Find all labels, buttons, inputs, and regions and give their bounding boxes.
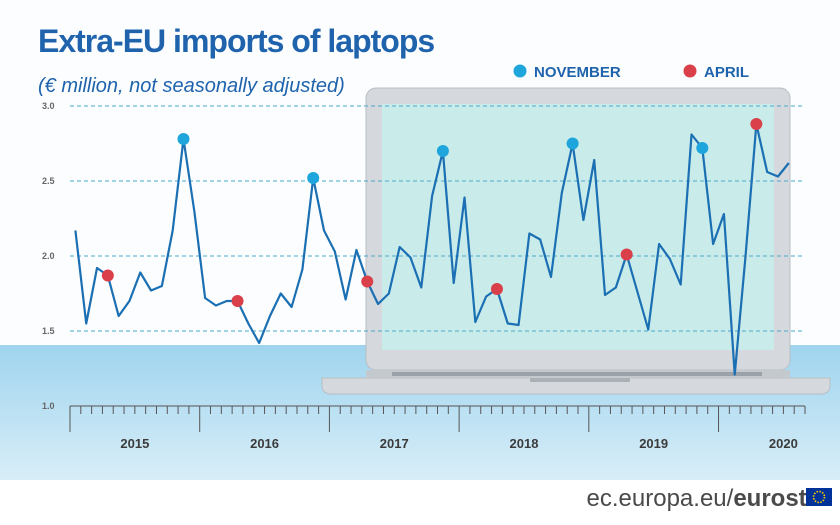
plot: 1.0 1.5 2.0 2.5 3.0 2015 2016 2017 2018 2019 2020 (42, 101, 806, 451)
legend: NOVEMBER APRIL (513, 64, 749, 81)
highlight-dot (750, 118, 763, 130)
x-tick-label: 2016 (250, 436, 279, 451)
y-tick-label: 2.0 (42, 251, 55, 261)
highlight-dot (490, 283, 503, 295)
chart-title: Extra-EU imports of laptops (38, 23, 434, 59)
y-tick-label: 1.0 (42, 401, 55, 411)
legend-marker (683, 64, 697, 78)
x-tick-label: 2018 (510, 436, 539, 451)
y-tick-label: 3.0 (42, 101, 55, 111)
x-tick-label: 2019 (639, 436, 668, 451)
highlight-dot (101, 269, 114, 282)
x-tick-label: 2020 (769, 436, 798, 451)
y-tick-label: 2.5 (42, 176, 55, 186)
highlight-dot (177, 133, 190, 145)
data-line (74, 122, 790, 376)
laptop-illustration (321, 87, 831, 395)
eu-flag (806, 488, 832, 506)
x-tick-label: 2015 (120, 436, 149, 451)
highlight-dot (231, 295, 244, 307)
highlight-dot (436, 145, 449, 157)
highlight-dot (566, 137, 579, 150)
x-tick-label: 2017 (380, 436, 409, 451)
y-tick-label: 1.5 (42, 326, 55, 336)
highlight-dot (307, 172, 320, 184)
chart-subtitle: (€ million, not seasonally adjusted) (38, 75, 345, 97)
footer-domain: ec.europa.eu/ (587, 485, 734, 512)
footer-text: ec.europa.eu/eurostat (587, 485, 828, 512)
highlight-dot (696, 142, 709, 154)
footer-bg (0, 480, 840, 525)
legend-marker (513, 64, 527, 78)
highlight-dot (620, 248, 633, 261)
legend-label: APRIL (704, 64, 749, 81)
highlight-dot (361, 275, 374, 288)
legend-label: NOVEMBER (534, 64, 621, 81)
